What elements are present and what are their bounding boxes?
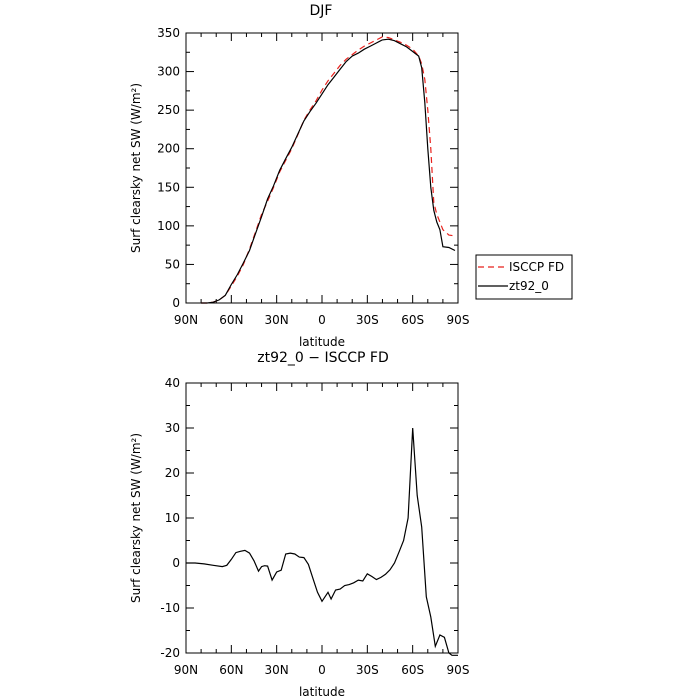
bottom-chart-ticks: 90N 60N 30N 0 30S 60S 90S -20 -10 0 10 20 30 40 — [160, 376, 469, 677]
top-chart-series-isccp-fd-line — [201, 36, 456, 304]
top-chart-ytick-label: 0 — [172, 296, 180, 310]
bottom-chart-ytick-label: 40 — [165, 376, 180, 390]
bottom-chart-ytick-label: -10 — [160, 601, 180, 615]
top-chart-title: DJF — [310, 3, 333, 19]
top-chart-xtick-label: 30S — [356, 313, 379, 327]
bottom-chart-ytick-label: -20 — [160, 646, 180, 660]
bottom-chart-title: zt92_0 − ISCCP FD — [257, 350, 388, 366]
bottom-chart: zt92_0 − ISCCP FD 90N 60N 30N 0 30S 60S 90S -20… — [129, 350, 469, 699]
bottom-chart-xtick-label: 0 — [318, 663, 326, 677]
top-chart-ytick-label: 350 — [157, 26, 180, 40]
bottom-chart-xtick-label: 90N — [174, 663, 198, 677]
top-chart: DJF 90N 60N 30N 0 30S 60S 90S 0 50 100 150 200 250 30… — [129, 3, 573, 349]
bottom-chart-ytick-label: 30 — [165, 421, 180, 435]
top-chart-ytick-label: 300 — [157, 65, 180, 79]
top-chart-series — [201, 36, 456, 304]
top-chart-ytick-label: 150 — [157, 180, 180, 194]
top-chart-ytick-label: 50 — [165, 257, 180, 271]
top-chart-xtick-label: 30N — [265, 313, 289, 327]
top-chart-xtick-label: 90N — [174, 313, 198, 327]
bottom-chart-xtick-label: 30N — [265, 663, 289, 677]
top-chart-ticks: 90N 60N 30N 0 30S 60S 90S 0 50 100 150 200 250 300 350 — [157, 26, 469, 327]
top-chart-series-zt92-0-line — [201, 38, 456, 304]
top-chart-ytick-label: 200 — [157, 142, 180, 156]
legend-box — [475, 254, 573, 300]
legend-label-isccp-fd: ISCCP FD — [509, 260, 564, 274]
top-chart-xlabel: latitude — [299, 335, 345, 349]
bottom-chart-xlabel: latitude — [299, 685, 345, 699]
bottom-chart-frame — [185, 382, 459, 654]
top-chart-xtick-label: 90S — [447, 313, 470, 327]
bottom-chart-xtick-label: 60S — [401, 663, 424, 677]
bottom-chart-ytick-label: 0 — [172, 556, 180, 570]
bottom-chart-series — [186, 427, 458, 656]
top-chart-frame — [185, 32, 459, 304]
bottom-chart-ytick-label: 10 — [165, 511, 180, 525]
legend-label-zt92-0: zt92_0 — [509, 279, 549, 293]
top-chart-xtick-label: 60N — [219, 313, 243, 327]
bottom-chart-xtick-label: 30S — [356, 663, 379, 677]
bottom-chart-ylabel: Surf clearsky net SW (W/m²) — [129, 433, 143, 603]
bottom-chart-ytick-label: 20 — [165, 466, 180, 480]
top-chart-ylabel: Surf clearsky net SW (W/m²) — [129, 83, 143, 253]
legend: ISCCP FD zt92_0 — [475, 254, 573, 300]
bottom-chart-series-difference-line — [186, 427, 458, 656]
top-chart-ytick-label: 250 — [157, 103, 180, 117]
top-chart-xtick-label: 60S — [401, 313, 424, 327]
top-chart-ytick-label: 100 — [157, 219, 180, 233]
top-chart-xtick-label: 0 — [318, 313, 326, 327]
bottom-chart-xtick-label: 60N — [219, 663, 243, 677]
bottom-chart-xtick-label: 90S — [447, 663, 470, 677]
